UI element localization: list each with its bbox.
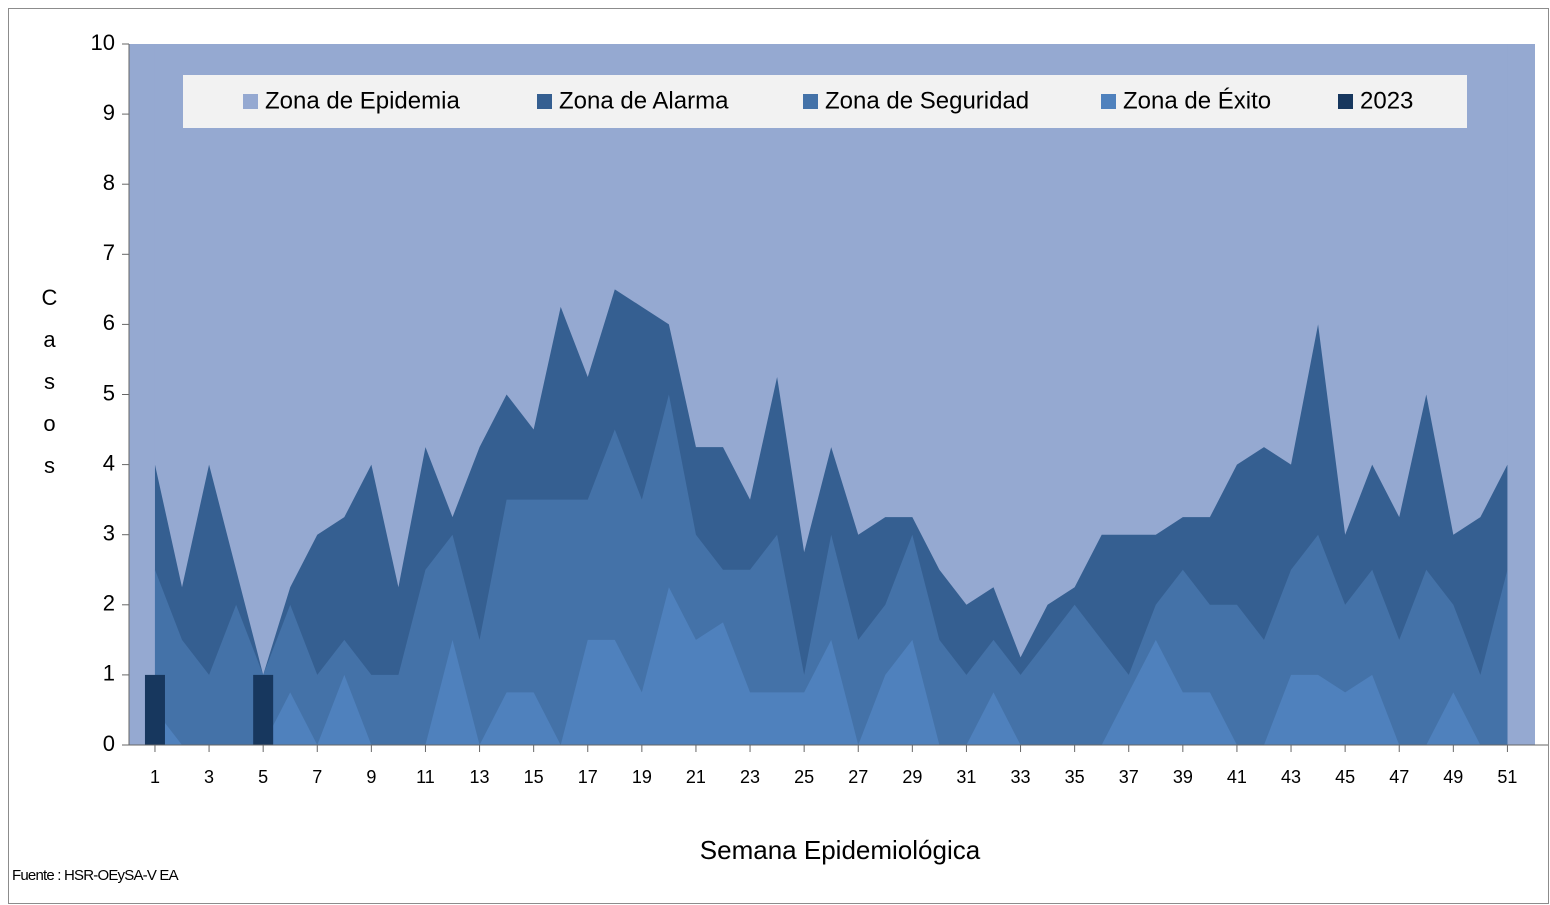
x-tick-label: 49 xyxy=(1443,767,1463,787)
legend-label: Zona de Éxito xyxy=(1123,87,1271,114)
y-tick-label: 10 xyxy=(91,30,115,55)
x-tick-label: 45 xyxy=(1335,767,1355,787)
x-tick-label: 39 xyxy=(1173,767,1193,787)
legend-label: Zona de Epidemia xyxy=(265,87,460,114)
x-tick-label: 25 xyxy=(794,767,814,787)
y-tick-label: 7 xyxy=(103,240,115,265)
legend-label: Zona de Alarma xyxy=(559,87,729,114)
legend-swatch xyxy=(803,94,818,109)
x-tick-label: 23 xyxy=(740,767,760,787)
area-series xyxy=(154,587,1508,745)
x-tick-label: 3 xyxy=(204,767,214,787)
x-tick-label: 7 xyxy=(312,767,322,787)
x-tick-label: 51 xyxy=(1497,767,1517,787)
source-note: Fuente : HSR-OEySA-V EA xyxy=(12,867,179,884)
x-tick-label: 43 xyxy=(1281,767,1301,787)
x-tick-label: 11 xyxy=(416,767,435,787)
y-tick-label: 2 xyxy=(103,591,115,616)
x-tick-label: 27 xyxy=(848,767,868,787)
y-tick-label: 3 xyxy=(103,521,115,546)
legend-swatch xyxy=(537,94,552,109)
x-tick-label: 31 xyxy=(956,767,976,787)
x-tick-label: 1 xyxy=(150,767,160,787)
legend-box xyxy=(183,75,1467,128)
y-axis-label: Casos xyxy=(37,285,62,495)
bar xyxy=(253,674,274,745)
x-tick-label: 41 xyxy=(1227,767,1247,787)
x-tick-label: 17 xyxy=(578,767,598,787)
legend-swatch xyxy=(1101,94,1116,109)
x-tick-label: 35 xyxy=(1065,767,1085,787)
legend-label: Zona de Seguridad xyxy=(825,87,1029,114)
y-tick-label: 9 xyxy=(103,100,115,125)
y-tick-label: 8 xyxy=(103,170,115,195)
plot-area xyxy=(129,44,1535,745)
x-tick-label: 19 xyxy=(632,767,652,787)
y-tick-label: 1 xyxy=(103,661,115,686)
x-tick-label: 33 xyxy=(1011,767,1031,787)
x-axis-label: Semana Epidemiológica xyxy=(700,835,981,865)
x-tick-label: 47 xyxy=(1389,767,1409,787)
x-tick-label: 29 xyxy=(902,767,922,787)
legend-label: 2023 xyxy=(1360,87,1413,114)
y-tick-label: 4 xyxy=(103,450,115,475)
area-series xyxy=(154,394,1508,745)
x-tick-label: 9 xyxy=(366,767,376,787)
x-tick-label: 13 xyxy=(470,767,490,787)
x-tick-label: 37 xyxy=(1119,767,1139,787)
y-tick-label: 0 xyxy=(103,731,115,756)
x-tick-label: 21 xyxy=(686,767,706,787)
x-tick-label: 5 xyxy=(258,767,268,787)
chart-border xyxy=(8,8,1549,904)
bar xyxy=(144,674,165,745)
legend-swatch xyxy=(1338,94,1353,109)
x-tick-label: 15 xyxy=(524,767,544,787)
y-tick-label: 5 xyxy=(103,380,115,405)
legend-swatch xyxy=(243,94,258,109)
y-tick-label: 6 xyxy=(103,310,115,335)
